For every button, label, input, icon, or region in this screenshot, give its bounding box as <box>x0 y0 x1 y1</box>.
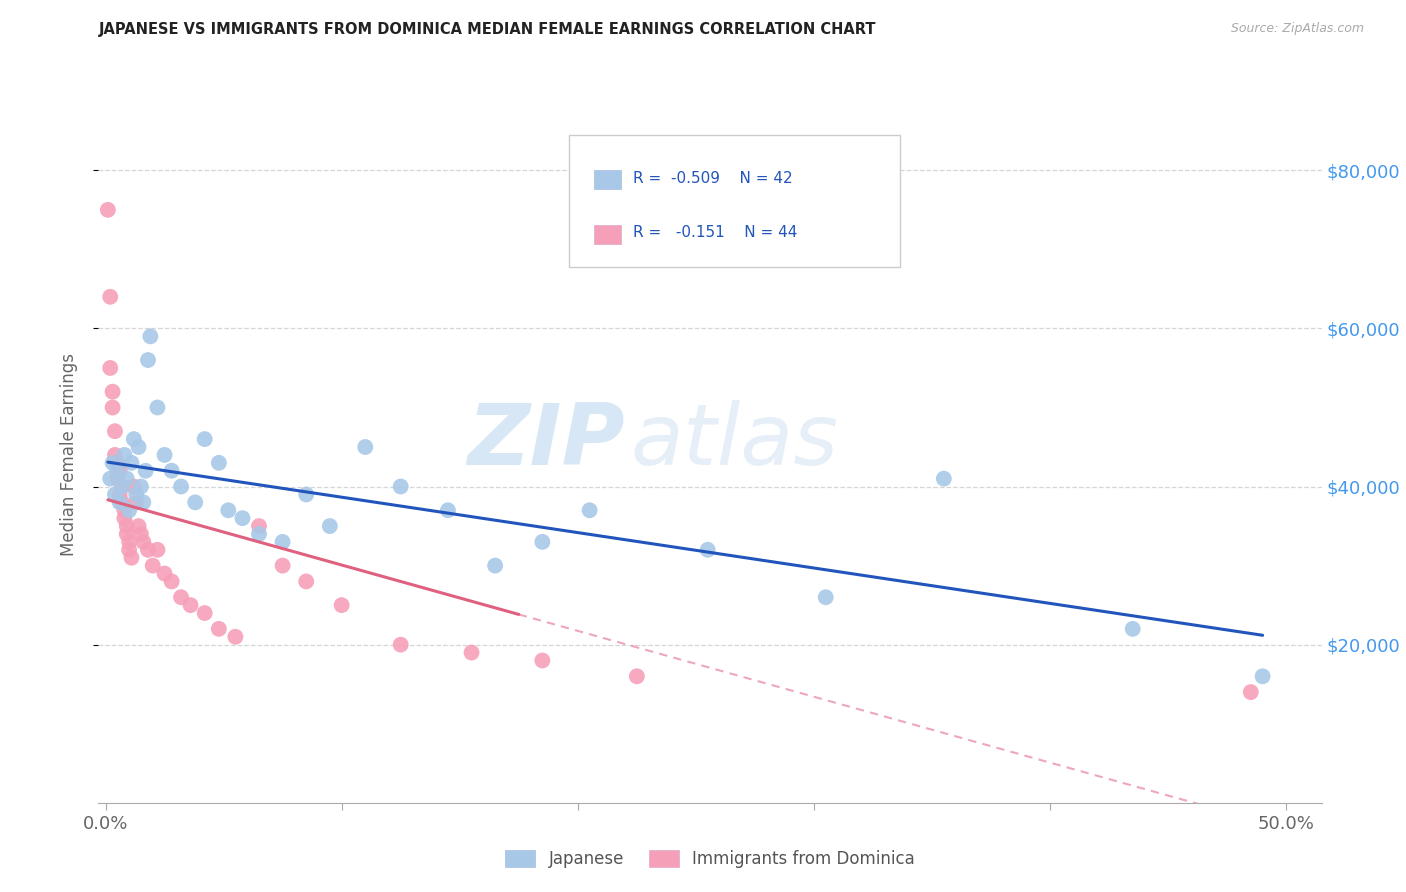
Point <box>112 448 135 462</box>
Point <box>153 566 176 581</box>
Point <box>194 606 217 620</box>
Point <box>128 440 150 454</box>
FancyBboxPatch shape <box>593 170 620 189</box>
Point <box>101 384 124 399</box>
Point <box>170 591 193 605</box>
Y-axis label: Median Female Earnings: Median Female Earnings <box>59 353 77 557</box>
Point <box>247 527 270 541</box>
Point <box>105 472 128 486</box>
Point <box>125 487 148 501</box>
Point <box>139 329 162 343</box>
Point <box>231 511 253 525</box>
Point <box>111 479 134 493</box>
Point <box>208 622 231 636</box>
Point <box>129 479 152 493</box>
Point <box>1251 669 1274 683</box>
Point <box>111 495 134 509</box>
Legend: Japanese, Immigrants from Dominica: Japanese, Immigrants from Dominica <box>499 843 921 874</box>
Point <box>437 503 460 517</box>
Point <box>112 503 135 517</box>
Point <box>330 598 353 612</box>
FancyBboxPatch shape <box>593 225 620 244</box>
Point <box>136 353 159 368</box>
Point <box>129 527 152 541</box>
Point <box>271 558 294 573</box>
Point <box>121 456 143 470</box>
Point <box>814 591 837 605</box>
Point <box>1240 685 1263 699</box>
Point <box>160 574 183 589</box>
Point <box>626 669 648 683</box>
Point <box>578 503 600 517</box>
Point <box>122 479 145 493</box>
Point <box>118 542 141 557</box>
Point <box>1122 622 1144 636</box>
Point <box>217 503 239 517</box>
FancyBboxPatch shape <box>569 135 900 267</box>
Point <box>101 456 124 470</box>
Point <box>531 535 554 549</box>
Point <box>354 440 377 454</box>
Point <box>146 542 169 557</box>
Point <box>125 495 148 509</box>
Point <box>101 401 124 415</box>
Point <box>224 630 246 644</box>
Point <box>105 464 128 478</box>
Point <box>208 456 231 470</box>
Point <box>98 472 121 486</box>
Point <box>484 558 506 573</box>
Point <box>105 456 128 470</box>
Point <box>132 535 155 549</box>
Point <box>104 424 127 438</box>
Point <box>460 646 482 660</box>
Point <box>112 511 135 525</box>
Point <box>122 432 145 446</box>
Point <box>389 638 412 652</box>
Point <box>108 464 131 478</box>
Text: Source: ZipAtlas.com: Source: ZipAtlas.com <box>1230 22 1364 36</box>
Point <box>696 542 718 557</box>
Point <box>135 464 157 478</box>
Point <box>180 598 202 612</box>
Point <box>128 519 150 533</box>
Point <box>247 519 270 533</box>
Point <box>104 448 127 462</box>
Point <box>111 479 134 493</box>
Point <box>108 487 131 501</box>
Point <box>118 535 141 549</box>
Point <box>194 432 217 446</box>
Point <box>531 653 554 667</box>
Point <box>170 479 193 493</box>
Point <box>115 519 138 533</box>
Point <box>98 361 121 376</box>
Point <box>142 558 165 573</box>
Point <box>98 290 121 304</box>
Point <box>118 503 141 517</box>
Text: atlas: atlas <box>630 400 838 483</box>
Point <box>932 472 955 486</box>
Text: ZIP: ZIP <box>467 400 624 483</box>
Text: R =  -0.509    N = 42: R = -0.509 N = 42 <box>633 170 793 186</box>
Point <box>132 495 155 509</box>
Point <box>389 479 412 493</box>
Point <box>115 527 138 541</box>
Point <box>153 448 176 462</box>
Text: JAPANESE VS IMMIGRANTS FROM DOMINICA MEDIAN FEMALE EARNINGS CORRELATION CHART: JAPANESE VS IMMIGRANTS FROM DOMINICA MED… <box>98 22 876 37</box>
Point <box>136 542 159 557</box>
Point <box>184 495 207 509</box>
Point <box>97 202 120 217</box>
Point <box>121 550 143 565</box>
Point <box>146 401 169 415</box>
Text: R =   -0.151    N = 44: R = -0.151 N = 44 <box>633 225 797 240</box>
Point <box>108 495 131 509</box>
Point <box>160 464 183 478</box>
Point <box>295 574 318 589</box>
Point <box>104 487 127 501</box>
Point <box>271 535 294 549</box>
Point <box>295 487 318 501</box>
Point <box>115 472 138 486</box>
Point <box>319 519 342 533</box>
